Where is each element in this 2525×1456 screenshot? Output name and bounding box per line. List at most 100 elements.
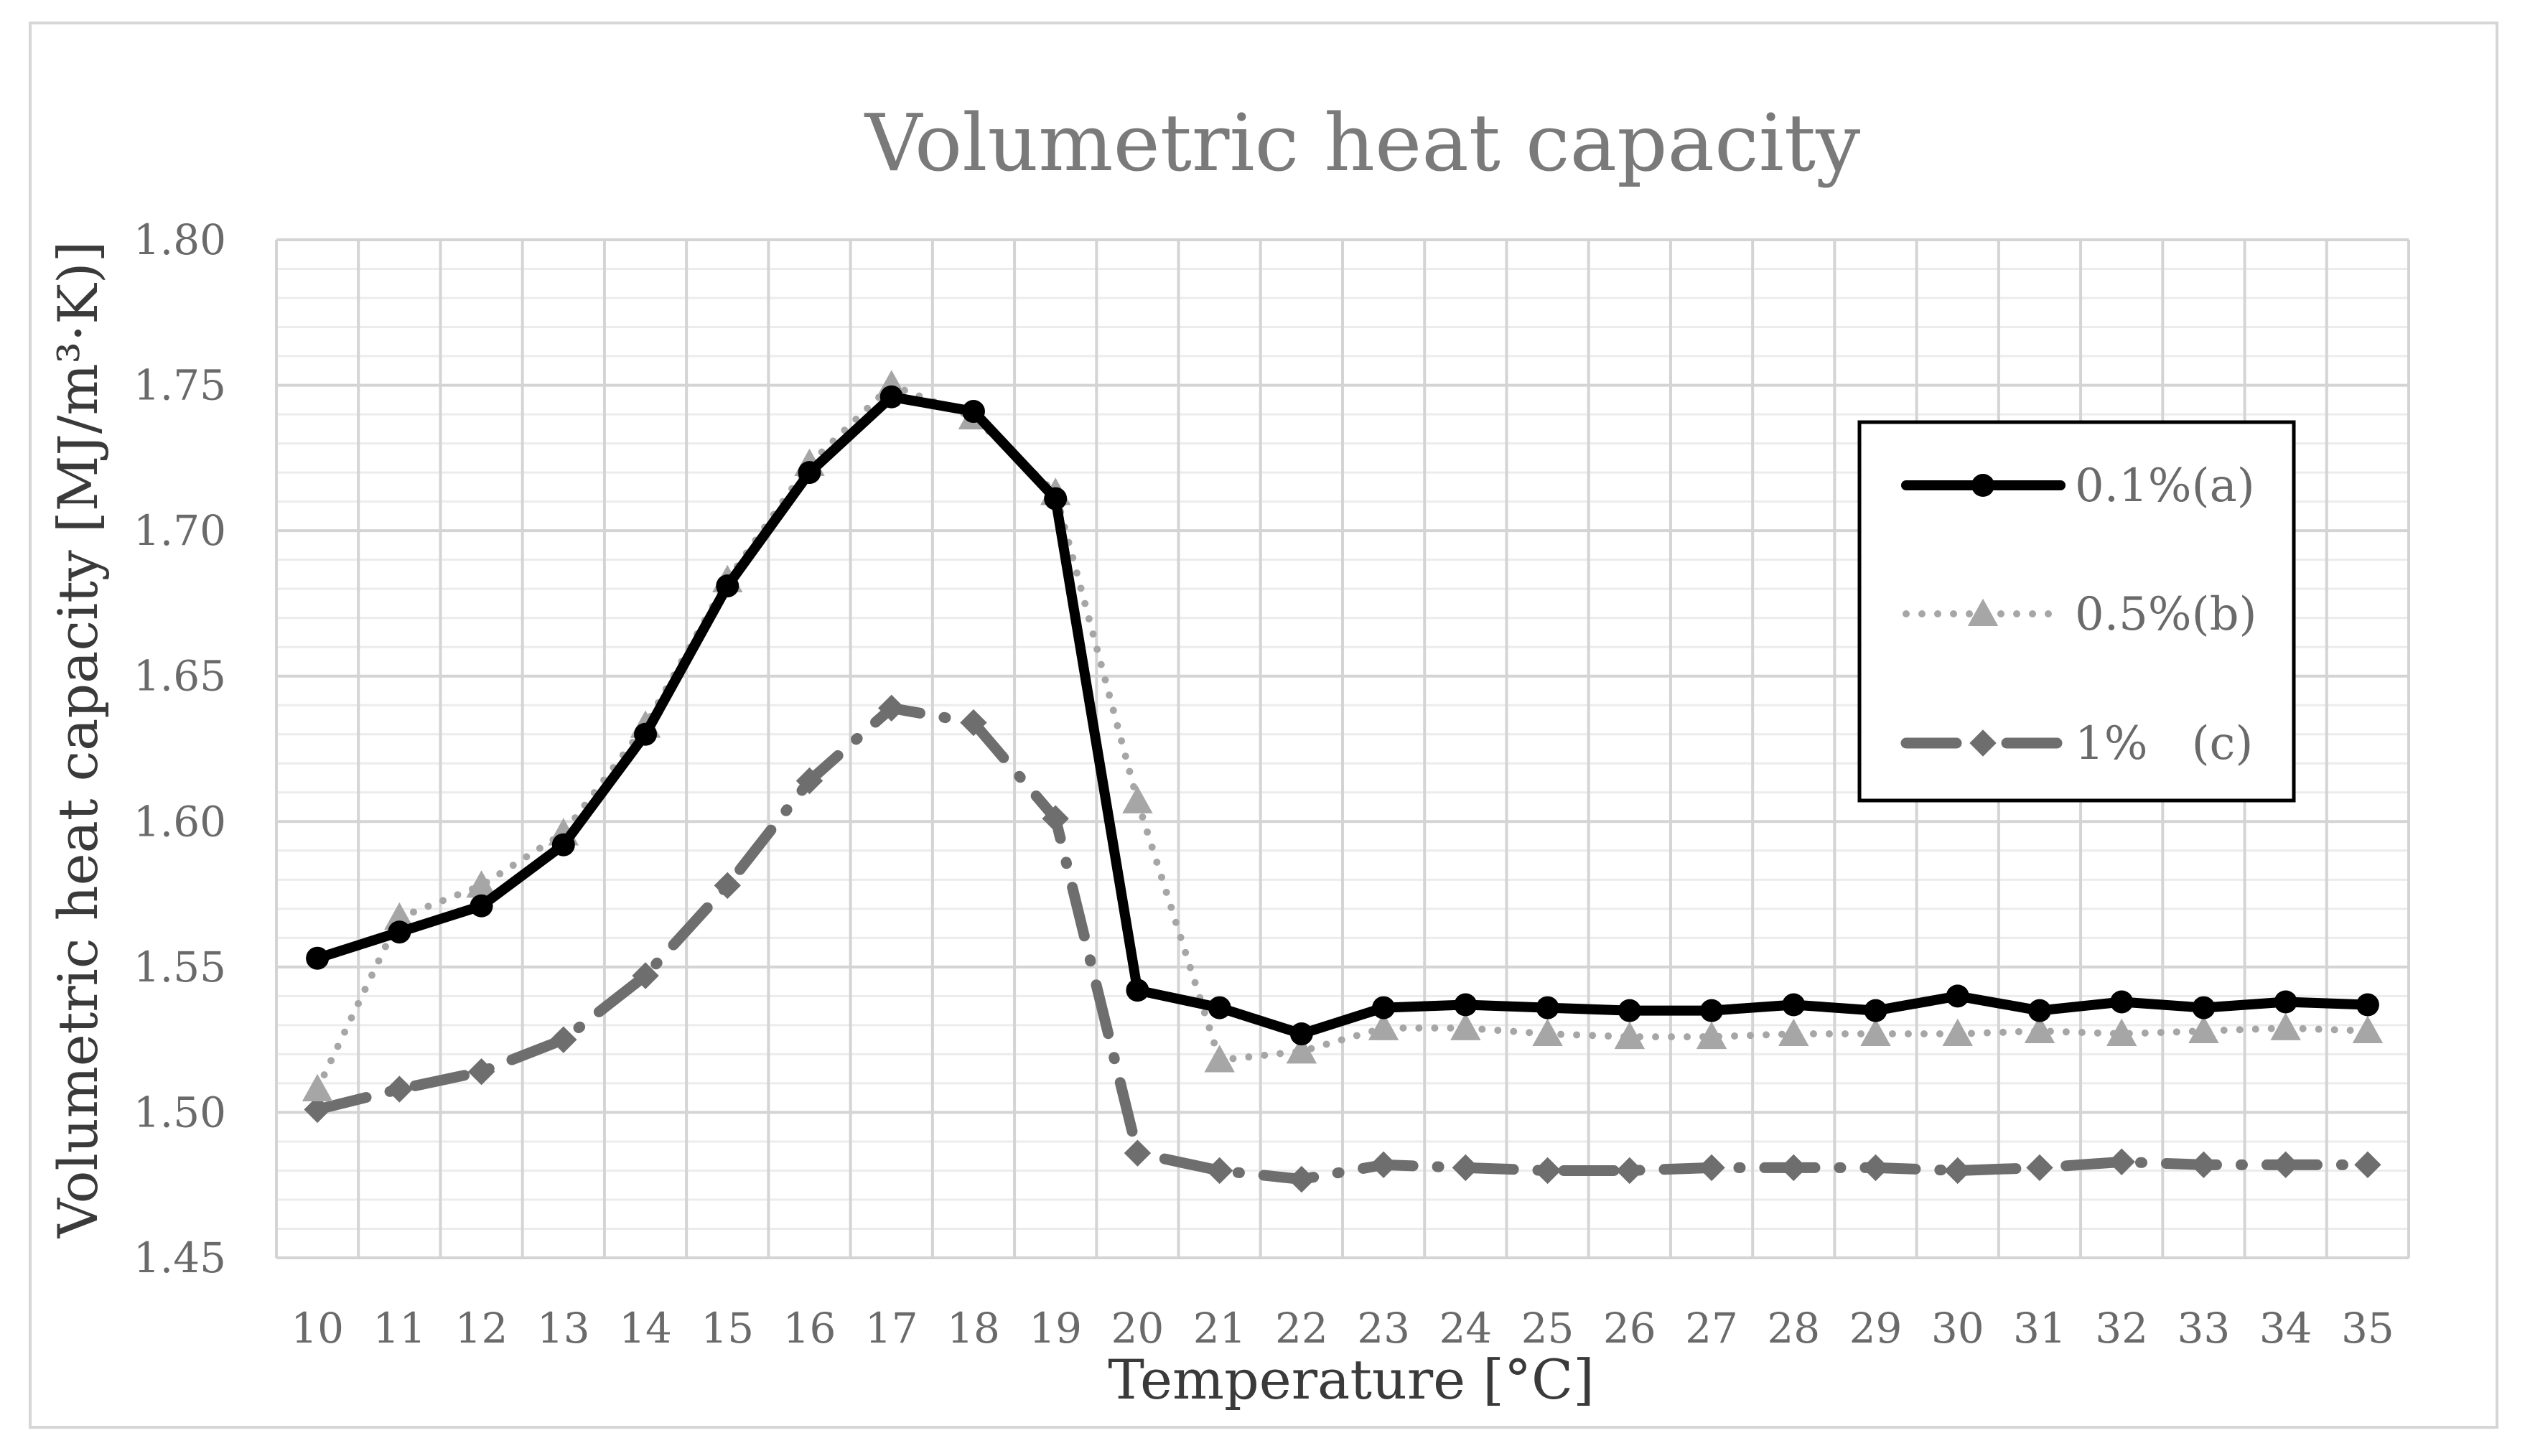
data-point	[2270, 1012, 2301, 1040]
legend-swatch-marker	[1967, 598, 1999, 626]
data-point	[1942, 1018, 1973, 1047]
legend: 0.1%(a) 0.5%(b) 1% (c)	[1857, 420, 2296, 803]
data-point	[1286, 1036, 1317, 1064]
series-layer	[302, 370, 2384, 1193]
legend-label: 0.5%(b)	[2075, 588, 2257, 641]
data-point	[634, 722, 658, 746]
series-3	[304, 694, 2381, 1193]
data-point	[1124, 1139, 1152, 1167]
data-point	[1864, 999, 1887, 1022]
data-point	[2192, 996, 2216, 1019]
legend-item: 0.5%(b)	[1903, 588, 2257, 641]
data-point	[2354, 1151, 2381, 1179]
x-tick-label: 14	[619, 1304, 672, 1353]
data-point	[388, 920, 411, 944]
data-point	[1782, 993, 1806, 1017]
chart-title: Volumetric heat capacity	[864, 97, 1861, 189]
legend-swatch-marker	[1971, 474, 1994, 497]
data-point	[470, 894, 493, 918]
data-point	[1044, 487, 1068, 510]
data-point	[1946, 984, 1969, 1008]
data-point	[1614, 1021, 1646, 1050]
data-point	[1454, 993, 1478, 1017]
x-tick-labels: 10 11 12 13 14 15 16 17 18 19 20 21 22 23 24 25 26 27 28 29…	[291, 1304, 2394, 1353]
x-tick-label: 22	[1275, 1304, 1328, 1353]
y-tick-label: 1.70	[134, 506, 226, 555]
data-point	[1204, 1045, 1235, 1073]
data-point	[961, 400, 985, 424]
data-point	[1700, 999, 1724, 1022]
series-1	[306, 385, 2379, 1046]
data-point	[2190, 1151, 2218, 1179]
data-point	[1860, 1018, 1891, 1047]
y-tick-label: 1.50	[134, 1088, 226, 1137]
x-axis-label: Temperature [°C]	[1108, 1348, 1595, 1411]
data-point	[1536, 996, 1559, 1019]
data-point	[716, 574, 739, 598]
x-tick-label: 12	[455, 1304, 508, 1353]
data-point	[1368, 1012, 1399, 1040]
data-point	[2188, 1015, 2219, 1043]
data-point	[1616, 1157, 1643, 1185]
x-tick-label: 21	[1193, 1304, 1246, 1353]
x-tick-label: 32	[2095, 1304, 2148, 1353]
data-point	[2356, 993, 2379, 1017]
y-tick-labels: 1.45 1.50 1.55 1.60 1.65 1.70 1.75 1.80	[134, 215, 226, 1282]
x-tick-label: 29	[1849, 1304, 1903, 1353]
data-point	[306, 946, 330, 970]
data-point	[879, 385, 903, 409]
x-tick-label: 11	[373, 1304, 426, 1353]
data-point	[1042, 805, 1069, 832]
data-point	[1532, 1018, 1563, 1047]
data-point	[2274, 990, 2297, 1014]
data-point	[1534, 1157, 1562, 1185]
data-point	[878, 694, 905, 722]
series-line	[312, 702, 2374, 1185]
x-tick-label: 24	[1439, 1304, 1492, 1353]
data-point	[1780, 1154, 1807, 1182]
data-point	[795, 767, 823, 795]
data-point	[302, 1073, 333, 1102]
data-point	[1450, 1012, 1481, 1040]
data-point	[1372, 996, 1396, 1019]
data-point	[1208, 996, 1231, 1019]
data-point	[2026, 1154, 2053, 1182]
x-tick-label: 15	[701, 1304, 754, 1353]
y-axis-label: Volumetric heat capacity [MJ/m³·K)]	[46, 241, 110, 1238]
data-point	[2352, 1015, 2384, 1043]
x-tick-label: 10	[291, 1304, 344, 1353]
legend-item: 1% (c)	[1900, 717, 2253, 770]
data-point	[1618, 999, 1641, 1022]
x-tick-label: 18	[947, 1304, 1000, 1353]
y-tick-label: 1.60	[134, 797, 226, 846]
data-point	[1944, 1157, 1971, 1185]
x-tick-label: 35	[2341, 1304, 2394, 1353]
x-tick-label: 13	[537, 1304, 590, 1353]
x-tick-label: 26	[1603, 1304, 1656, 1353]
x-tick-label: 28	[1767, 1304, 1820, 1353]
data-point	[1696, 1021, 1727, 1050]
grid	[275, 238, 2410, 1259]
data-point	[2108, 1148, 2135, 1176]
x-tick-label: 25	[1521, 1304, 1574, 1353]
data-point	[1126, 979, 1149, 1002]
legend-label: 1% (c)	[2075, 717, 2253, 770]
legend-label: 0.1%(a)	[2075, 459, 2255, 513]
x-tick-label: 30	[1931, 1304, 1984, 1353]
y-tick-label: 1.65	[134, 652, 226, 701]
x-tick-label: 20	[1111, 1304, 1165, 1353]
data-point	[304, 1096, 331, 1124]
data-point	[1122, 785, 1153, 813]
legend-swatch-marker	[1969, 729, 1997, 757]
data-point	[551, 833, 575, 857]
x-tick-label: 23	[1357, 1304, 1410, 1353]
data-point	[714, 872, 741, 900]
data-point	[1288, 1165, 1315, 1193]
data-point	[632, 962, 659, 989]
y-tick-label: 1.45	[134, 1233, 226, 1282]
data-point	[798, 461, 821, 485]
series-line	[312, 391, 2373, 1039]
data-point	[386, 1075, 414, 1103]
data-point	[960, 709, 987, 737]
